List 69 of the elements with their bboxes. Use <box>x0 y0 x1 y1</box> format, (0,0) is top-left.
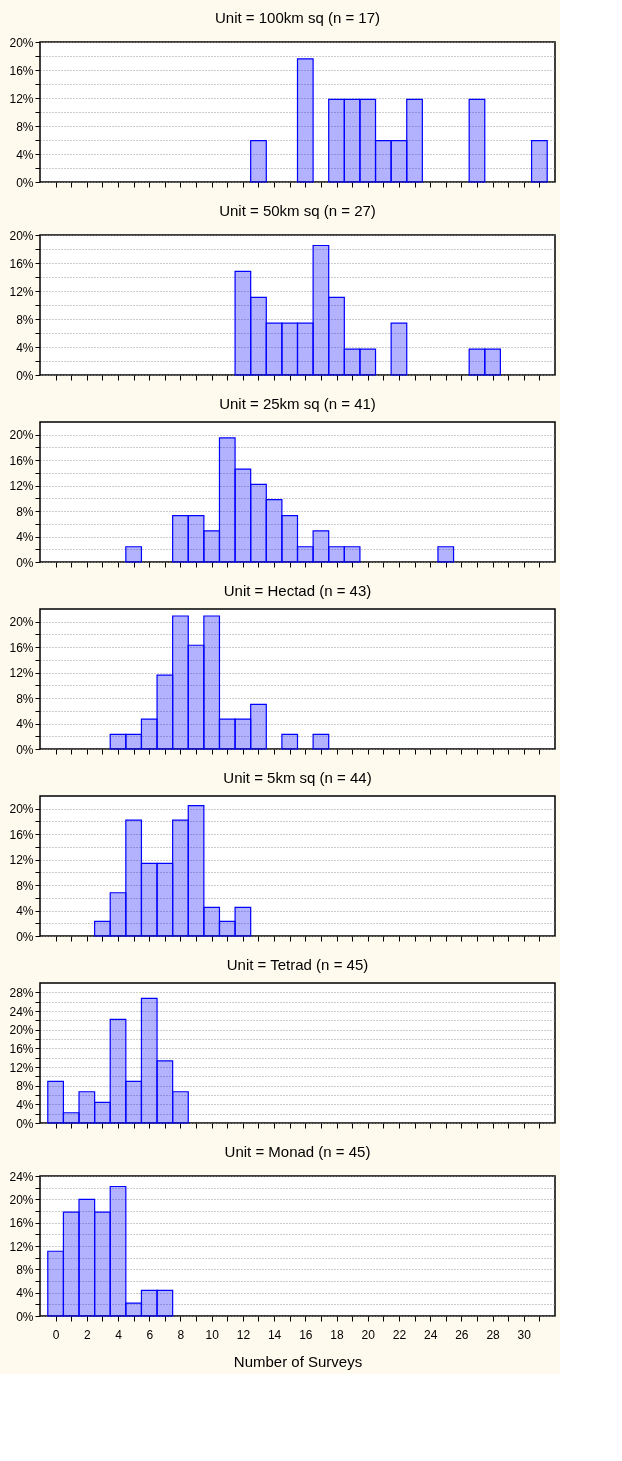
x-tick-label: 20 <box>361 1327 376 1342</box>
y-tick-label: 8% <box>16 1262 34 1277</box>
y-tick-label: 16% <box>9 63 34 78</box>
chart-title: Unit = 50km sq (n = 27) <box>219 202 376 219</box>
y-tick-label: 8% <box>16 878 34 893</box>
y-tick-label: 20% <box>9 1023 34 1038</box>
y-tick-label: 12% <box>9 1239 34 1254</box>
chart-title: Unit = Monad (n = 45) <box>224 1143 371 1160</box>
y-tick-label: 12% <box>9 1060 34 1075</box>
y-tick-label: 20% <box>9 615 34 630</box>
y-tick-label: 4% <box>16 904 34 919</box>
y-tick-label: 16% <box>9 453 34 468</box>
y-tick-label: 16% <box>9 827 34 842</box>
y-tick-label: 12% <box>9 91 34 106</box>
x-axis-title: Number of Surveys <box>233 1352 363 1370</box>
y-tick-label: 20% <box>9 428 34 443</box>
y-tick-label: 0% <box>16 368 34 383</box>
y-tick-label: 16% <box>9 256 34 271</box>
y-tick-label: 12% <box>9 284 34 299</box>
y-tick-label: 0% <box>16 929 34 944</box>
x-tick-label: 30 <box>517 1327 532 1342</box>
y-tick-label: 24% <box>9 1004 34 1019</box>
y-tick-label: 20% <box>9 228 34 243</box>
chart-title: Unit = 5km sq (n = 44) <box>223 769 372 786</box>
x-tick-label: 8 <box>177 1327 185 1342</box>
y-tick-label: 8% <box>16 504 34 519</box>
x-tick-label: 16 <box>299 1327 313 1342</box>
x-tick-label: 28 <box>486 1327 501 1342</box>
chart-title: Unit = Tetrad (n = 45) <box>226 956 369 973</box>
x-tick-label: 10 <box>205 1327 220 1342</box>
x-tick-label: 2 <box>83 1327 91 1342</box>
y-tick-label: 0% <box>16 555 34 570</box>
y-tick-label: 4% <box>16 717 34 732</box>
y-tick-label: 0% <box>16 1309 34 1324</box>
y-tick-label: 12% <box>9 853 34 868</box>
y-tick-label: 8% <box>16 312 34 327</box>
y-tick-label: 8% <box>16 1079 34 1094</box>
x-tick-label: 12 <box>236 1327 251 1342</box>
x-tick-label: 22 <box>392 1327 407 1342</box>
y-tick-label: 12% <box>9 666 34 681</box>
y-tick-label: 4% <box>16 530 34 545</box>
x-tick-label: 24 <box>423 1327 438 1342</box>
y-tick-label: 4% <box>16 340 34 355</box>
y-tick-label: 0% <box>16 175 34 190</box>
x-tick-label: 14 <box>267 1327 282 1342</box>
y-tick-label: 4% <box>16 147 34 162</box>
y-tick-label: 16% <box>9 640 34 655</box>
chart-title: Unit = 100km sq (n = 17) <box>214 9 381 26</box>
y-tick-label: 4% <box>16 1097 34 1112</box>
y-tick-label: 20% <box>9 802 34 817</box>
y-tick-label: 20% <box>9 35 34 50</box>
y-tick-label: 4% <box>16 1286 34 1301</box>
x-tick-label: 0 <box>52 1327 60 1342</box>
y-tick-label: 8% <box>16 119 34 134</box>
chart-title: Unit = Hectad (n = 43) <box>223 582 372 599</box>
y-tick-label: 12% <box>9 479 34 494</box>
y-tick-label: 20% <box>9 1192 34 1207</box>
x-tick-label: 6 <box>146 1327 154 1342</box>
y-tick-label: 8% <box>16 691 34 706</box>
chart-title: Unit = 25km sq (n = 41) <box>219 395 376 412</box>
x-tick-label: 26 <box>455 1327 469 1342</box>
x-tick-label: 4 <box>115 1327 123 1342</box>
y-tick-label: 16% <box>9 1216 34 1231</box>
y-tick-label: 0% <box>16 1116 34 1131</box>
x-tick-label: 18 <box>330 1327 345 1342</box>
y-tick-label: 24% <box>9 1169 34 1184</box>
y-tick-label: 28% <box>9 985 34 1000</box>
y-tick-label: 16% <box>9 1041 34 1056</box>
y-tick-label: 0% <box>16 742 34 757</box>
